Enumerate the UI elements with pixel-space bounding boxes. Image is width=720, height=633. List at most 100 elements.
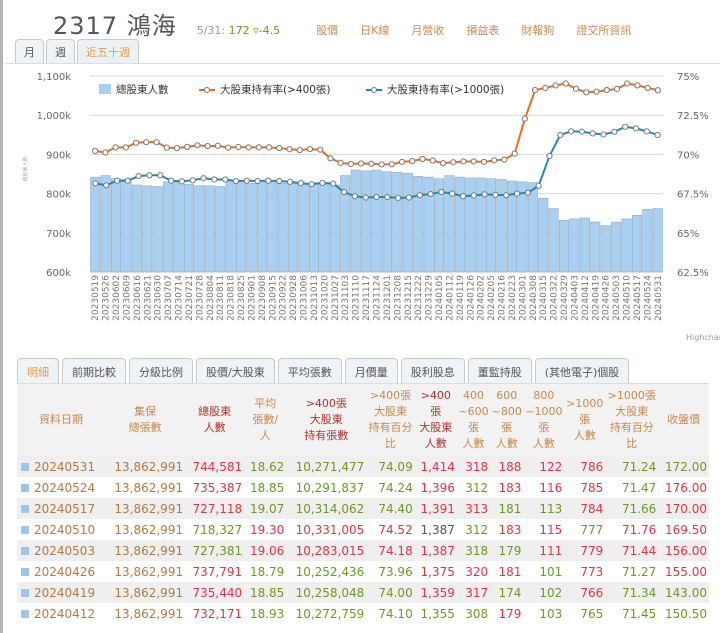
value-cell: 122 xyxy=(539,459,563,474)
column-header[interactable]: >400張 大股東 持有百分比 xyxy=(366,384,415,456)
value-cell: 102 xyxy=(539,585,563,600)
value-cell: 188 xyxy=(498,459,522,474)
tab-monthly[interactable]: 月 xyxy=(15,39,44,63)
svg-text:20240531: 20240531 xyxy=(654,275,664,321)
tab-price-major-holders[interactable]: 股價/大股東 xyxy=(196,358,275,383)
value-cell: 103 xyxy=(539,606,563,621)
value-cell: 143.00 xyxy=(665,585,707,600)
svg-text:20240412: 20240412 xyxy=(581,275,591,321)
svg-text:20240119: 20240119 xyxy=(456,275,466,321)
date-cell: 20240531 xyxy=(17,456,105,477)
value-cell: 13,862,991 xyxy=(114,585,184,600)
value-cell: 318 xyxy=(465,543,489,558)
date-cell: 20240503 xyxy=(17,540,105,561)
value-cell: 727,381 xyxy=(192,543,243,558)
tab-details[interactable]: 明細 xyxy=(17,358,59,383)
value-cell: 735,440 xyxy=(192,585,243,600)
value-cell: 156.00 xyxy=(665,543,707,558)
table-row: 20240524 13,862,991 735,387 18.85 10,291,837… xyxy=(17,477,709,498)
column-header[interactable]: >1000 張人數 xyxy=(564,384,606,456)
tab-dividends[interactable]: 股利股息 xyxy=(400,358,465,383)
column-header[interactable]: 600 ~800 張人數 xyxy=(490,384,524,456)
tab-sector-stocks[interactable]: (其他電子)個股 xyxy=(534,358,630,383)
column-header[interactable]: 集保 總張數 xyxy=(105,384,186,456)
svg-text:20240517: 20240517 xyxy=(633,275,643,321)
tab-monthly-price-volume[interactable]: 月價量 xyxy=(344,358,398,383)
nav-link-price[interactable]: 股價 xyxy=(316,24,339,37)
tab-last-50-weeks[interactable]: 近五十週 xyxy=(77,39,139,63)
value-cell: 18.79 xyxy=(249,564,285,579)
column-header[interactable]: 平均 張數/人 xyxy=(244,384,287,456)
svg-text:72.5%: 72.5% xyxy=(677,111,709,122)
nav-link-statementdog[interactable]: 財報狗 xyxy=(521,24,555,37)
svg-text:大股東持有率(>400張): 大股東持有率(>400張) xyxy=(220,83,331,96)
nav-link-income-statement[interactable]: 損益表 xyxy=(466,24,500,37)
value-cell: 170.00 xyxy=(665,501,707,516)
stock-header: 2317 鴻海 5/31: 172 ▿-4.5 股價 日K線 月營收 損益表 財… xyxy=(53,6,631,40)
svg-text:900k: 900k xyxy=(46,150,71,161)
nav-link-monthly-revenue[interactable]: 月營收 xyxy=(411,24,445,37)
value-cell: 155.00 xyxy=(665,564,707,579)
table-row: 20240419 13,862,991 735,440 18.85 10,258,048… xyxy=(17,582,709,603)
value-cell: 74.40 xyxy=(378,501,413,516)
value-cell: 779 xyxy=(580,543,604,558)
value-cell: 19.30 xyxy=(249,522,285,537)
value-cell: 13,862,991 xyxy=(114,606,184,621)
svg-text:20240322: 20240322 xyxy=(550,275,560,321)
value-cell: 101 xyxy=(539,564,563,579)
date-cell: 20240510 xyxy=(17,519,105,540)
nav-link-daily-k[interactable]: 日K線 xyxy=(360,24,390,37)
holder-table-wrap: 資料日期 集保 總張數 總股東 人數 平均 張數/人 >400張 大股東 持有張數 >400張 大股東… xyxy=(17,383,709,624)
value-cell: 1,414 xyxy=(420,459,455,474)
value-cell: 737,791 xyxy=(192,564,243,579)
row-marker-icon xyxy=(21,505,29,513)
value-cell: 74.18 xyxy=(378,543,413,558)
column-header[interactable]: 總股東 人數 xyxy=(185,384,245,456)
quote-change: ▿-4.5 xyxy=(253,24,281,37)
nav-link-twse-info[interactable]: 證交所資訊 xyxy=(576,24,632,37)
value-cell: 318 xyxy=(465,459,489,474)
tab-weekly[interactable]: 週 xyxy=(46,39,75,63)
svg-text:20230526: 20230526 xyxy=(102,275,112,321)
highcharts-credit-link[interactable]: Highcharts xyxy=(686,333,720,342)
row-marker-icon xyxy=(21,610,29,618)
column-header[interactable]: 收盤價 xyxy=(658,384,709,456)
value-cell: 735,387 xyxy=(192,480,243,495)
tab-tier-ratio[interactable]: 分級比例 xyxy=(129,358,193,383)
column-header[interactable]: 800 ~1000 張人數 xyxy=(523,384,565,456)
tab-director-holdings[interactable]: 董監持股 xyxy=(467,358,532,383)
svg-text:20240205: 20240205 xyxy=(487,275,497,321)
svg-text:75%: 75% xyxy=(677,72,699,83)
svg-text:20230908: 20230908 xyxy=(258,275,268,321)
svg-text:67.5%: 67.5% xyxy=(677,190,709,201)
value-cell: 115 xyxy=(539,522,563,537)
svg-text:20240126: 20240126 xyxy=(466,275,476,321)
table-row: 20240510 13,862,991 718,327 19.30 10,331,005… xyxy=(17,519,709,540)
row-marker-icon xyxy=(21,568,29,576)
row-marker-icon xyxy=(21,484,29,492)
column-header[interactable]: >1000張 大股東 持有百分比 xyxy=(605,384,659,456)
value-cell: 732,171 xyxy=(192,606,243,621)
svg-text:20230721: 20230721 xyxy=(185,275,195,321)
holder-table: 資料日期 集保 總張數 總股東 人數 平均 張數/人 >400張 大股東 持有張數 >400張 大股東… xyxy=(17,384,709,624)
value-cell: 10,283,015 xyxy=(295,543,365,558)
column-header[interactable]: >400 張大股東 人數 xyxy=(414,384,457,456)
value-cell: 727,118 xyxy=(192,501,243,516)
column-header[interactable]: >400張 大股東 持有張數 xyxy=(286,384,367,456)
detail-tabs: 明細 前期比較 分級比例 股價/大股東 平均張數 月價量 股利股息 董監持股 (… xyxy=(17,358,632,383)
svg-text:20230616: 20230616 xyxy=(133,275,143,321)
value-cell: 10,271,477 xyxy=(295,459,365,474)
value-cell: 784 xyxy=(580,501,604,516)
chart-canvas: 600k 700k 800k 900k 1,000k 1,100k 62.5% 65% 67.5… xyxy=(22,72,709,321)
value-cell: 1,387 xyxy=(420,543,455,558)
value-cell: 74.24 xyxy=(378,480,413,495)
svg-text:20240419: 20240419 xyxy=(591,275,601,321)
value-cell: 313 xyxy=(465,501,489,516)
tab-average-lots[interactable]: 平均張數 xyxy=(277,358,342,383)
value-cell: 744,581 xyxy=(192,459,243,474)
column-header[interactable]: 資料日期 xyxy=(17,384,106,456)
svg-text:總股東人數: 總股東人數 xyxy=(22,156,29,181)
nav-links: 股價 日K線 月營收 損益表 財報狗 證交所資訊 xyxy=(294,22,631,38)
column-header[interactable]: 400 ~600 張人數 xyxy=(456,384,491,456)
tab-period-compare[interactable]: 前期比較 xyxy=(62,358,126,383)
